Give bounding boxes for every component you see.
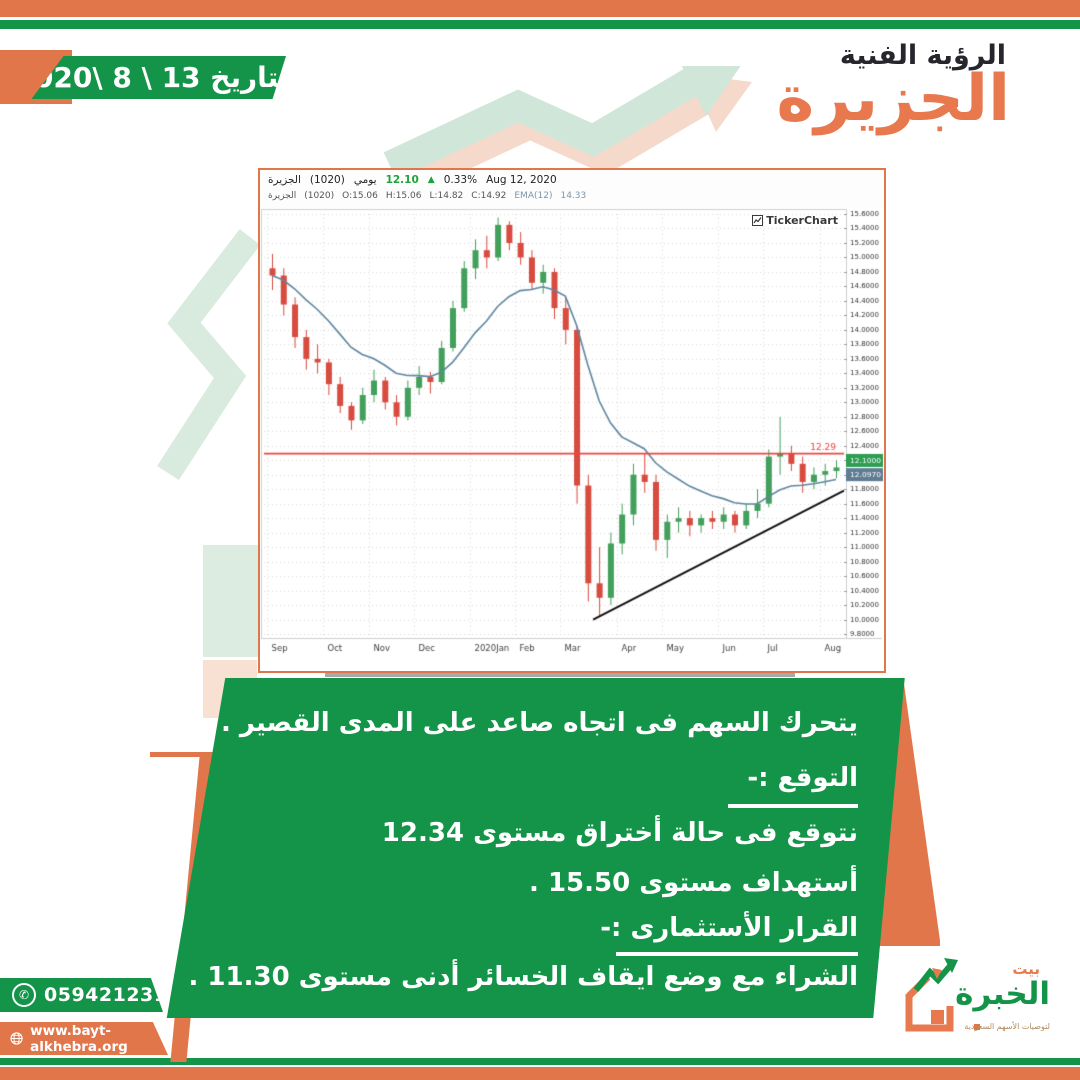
logo-tagline: لتوصيات الأسهم السعودية: [964, 1022, 1050, 1031]
analysis-line-decision-heading: القرار الأستثمارى :-: [600, 913, 858, 943]
chart-window: الجزيرة (1020) يومي 12.10 ▲ 0.33% Aug 12…: [258, 168, 886, 673]
website-url: www.bayt-alkhebra.org: [30, 1022, 128, 1055]
analysis-line-target: أستهداف مستوى 15.50 .: [529, 868, 858, 898]
phone-number: 0594212312: [44, 984, 182, 1006]
analysis-panel: [166, 678, 905, 1018]
logo-word-main: الخبرة: [955, 976, 1050, 1012]
logo-word-top: بيت: [1012, 960, 1040, 978]
chart-symbol-code: (1020): [309, 174, 345, 186]
chart-header-row2: الجزيرة (1020) O:15.06 H:15.06 L:14.82 C…: [268, 191, 586, 201]
top-green-stripe: [0, 20, 1080, 29]
ohlc-code: (1020): [304, 191, 335, 201]
section-title: الرؤية الفنية: [839, 40, 1006, 71]
chart-symbol-ar: الجزيرة: [268, 174, 301, 186]
stock-title: الجزيرة: [776, 62, 1010, 136]
bottom-green-stripe: [0, 1058, 1080, 1065]
ohlc-symbol: الجزيرة: [268, 191, 297, 201]
decision-underline: [616, 952, 858, 956]
up-triangle-icon: ▲: [427, 175, 435, 185]
price-canvas: [260, 208, 884, 668]
ema-value: 14.33: [560, 191, 587, 201]
tickerchart-icon: [752, 215, 764, 226]
ohlc-close: C:14.92: [471, 191, 507, 201]
top-orange-bar: [0, 0, 1080, 17]
analysis-line-breakout: نتوقع فى حالة أختراق مستوى 12.34: [381, 818, 858, 848]
chart-change-pct: 0.33%: [443, 174, 478, 186]
tickerchart-watermark: TickerChart: [752, 214, 838, 227]
whatsapp-badge[interactable]: ✆ 0594212312: [0, 978, 163, 1012]
orange-step-line: [150, 752, 208, 757]
expectation-underline: [728, 804, 858, 808]
chart-header-row1: الجزيرة (1020) يومي 12.10 ▲ 0.33% Aug 12…: [268, 174, 557, 186]
ohlc-low: L:14.82: [429, 191, 464, 201]
chart-date: Aug 12, 2020: [486, 174, 557, 186]
chart-header: الجزيرة (1020) يومي 12.10 ▲ 0.33% Aug 12…: [260, 170, 884, 208]
logo-house-arrow-icon: [905, 958, 958, 1032]
analysis-line-buy: الشراء مع وضع ايقاف الخسائر أدنى مستوى 1…: [188, 962, 858, 992]
website-badge[interactable]: www.bayt-alkhebra.org: [0, 1022, 168, 1055]
ohlc-open: O:15.06: [342, 191, 378, 201]
bottom-orange-bar: [0, 1067, 1080, 1080]
watermark-green-square: [203, 545, 260, 657]
ema-label: EMA(12): [514, 191, 553, 201]
globe-icon: [10, 1032, 23, 1045]
chart-period: يومي: [353, 174, 377, 186]
analysis-line-expectation-heading: التوقع :-: [747, 763, 858, 793]
analysis-line-trend: يتحرك السهم فى اتجاه صاعد على المدى القص…: [220, 708, 858, 738]
logo-bullet: [974, 1024, 980, 1030]
ohlc-high: H:15.06: [385, 191, 422, 201]
watermark-zigzag-left: [157, 229, 261, 481]
watermark-arrow-top: [383, 66, 752, 196]
chart-last-price: 12.10: [385, 174, 419, 186]
whatsapp-icon: ✆: [12, 983, 36, 1007]
